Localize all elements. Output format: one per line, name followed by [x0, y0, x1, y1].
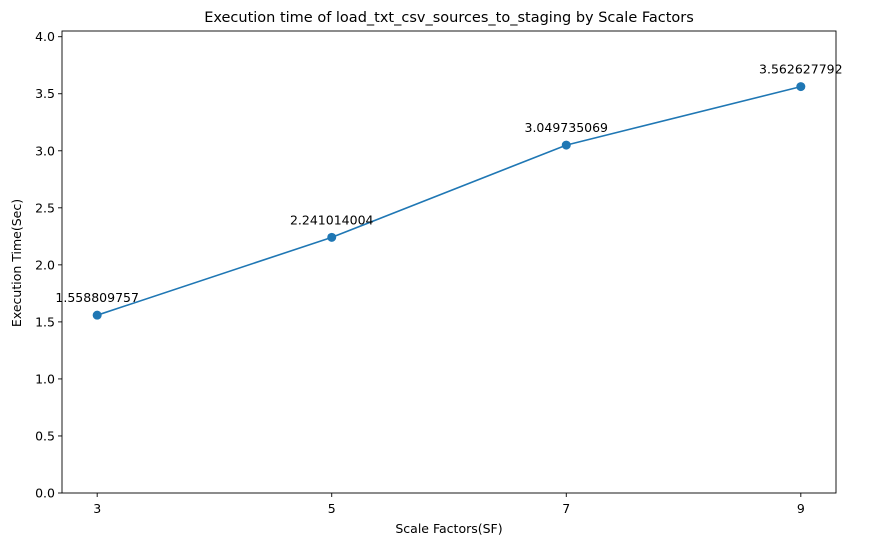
x-tick-label: 3 [93, 501, 101, 516]
y-tick-label: 3.5 [35, 86, 55, 101]
y-tick-label: 2.0 [35, 257, 55, 272]
data-labels: 1.558809757 2.241014004 3.049735069 3.56262… [55, 62, 842, 306]
data-points [92, 82, 806, 320]
data-label: 3.562627792 [759, 62, 843, 77]
series-line [96, 85, 802, 316]
y-axis-label: Execution Time(Sec) [9, 199, 24, 327]
data-label: 3.049735069 [525, 120, 609, 135]
y-tick-label: 2.5 [35, 200, 55, 215]
data-point [92, 310, 102, 320]
chart-title: Execution time of load_txt_csv_sources_t… [204, 10, 694, 26]
data-point [796, 82, 806, 92]
x-tick-label: 9 [797, 501, 805, 516]
data-point [561, 140, 571, 150]
y-tick-label: 0.5 [35, 428, 55, 443]
x-tick-label: 7 [562, 501, 570, 516]
y-tick-label: 3.0 [35, 143, 55, 158]
data-point [327, 232, 337, 242]
y-tick-label: 0.0 [35, 486, 55, 501]
y-tick-label: 1.0 [35, 371, 55, 386]
x-axis-label: Scale Factors(SF) [395, 521, 502, 536]
plot-frame [61, 30, 837, 494]
y-tick-label: 4.0 [35, 29, 55, 44]
data-label: 1.558809757 [55, 290, 139, 305]
data-label: 2.241014004 [290, 212, 374, 227]
y-axis-ticks: 0.0 0.5 1.0 1.5 2.0 2.5 3.0 3.5 4.0 [35, 29, 62, 501]
x-axis-ticks: 3 5 7 9 [93, 493, 805, 516]
x-tick-label: 5 [328, 501, 336, 516]
y-tick-label: 1.5 [35, 314, 55, 329]
